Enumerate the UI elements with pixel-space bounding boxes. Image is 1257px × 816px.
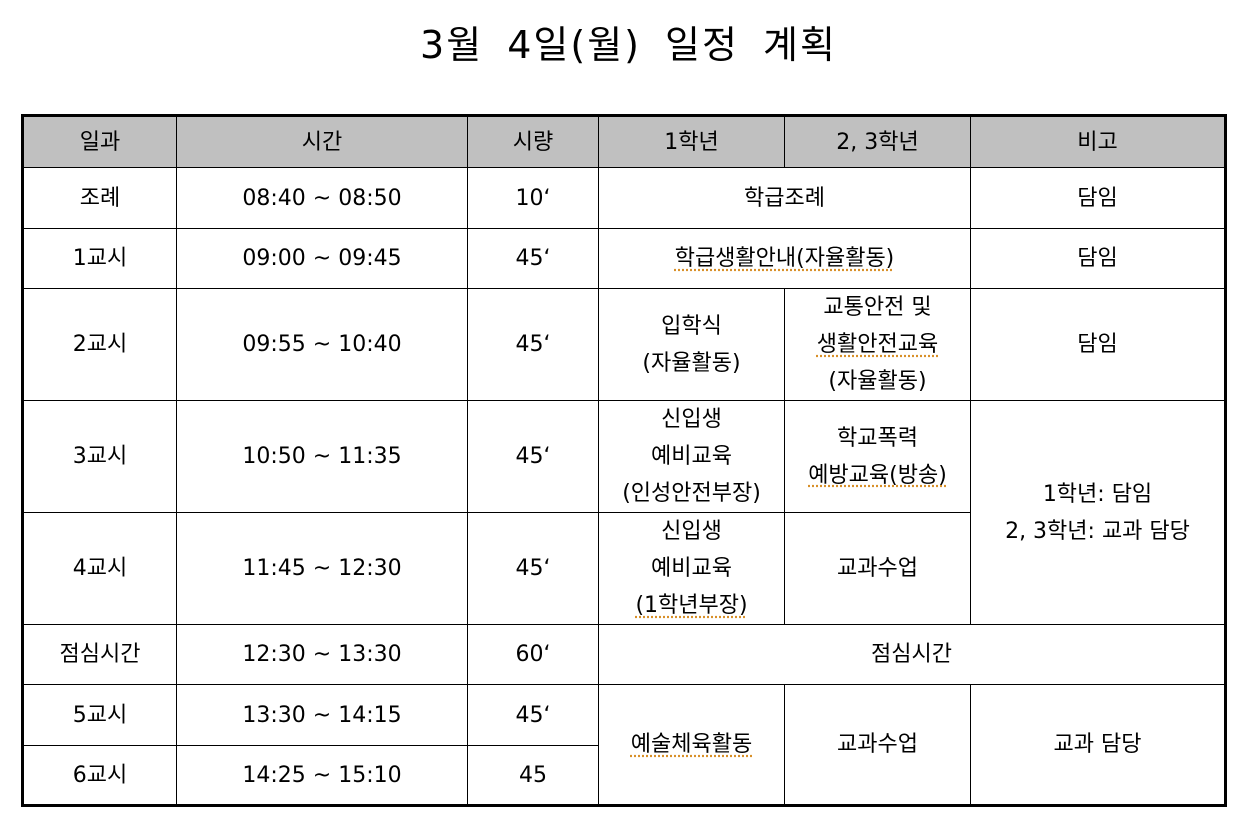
- line: (자율활동): [642, 350, 741, 376]
- period-cell: 3교시: [22, 400, 177, 513]
- table-row: 6교시 14:25 ~ 15:10 45: [22, 745, 1226, 806]
- header-cell: 1학년: [598, 115, 785, 168]
- grade23-cell: 교과수업: [784, 512, 971, 625]
- period-cell: 5교시: [22, 684, 177, 746]
- table-header-row: 일과 시간 시량 1학년 2, 3학년 비고: [22, 115, 1226, 168]
- minutes-cell: 45‘: [467, 400, 599, 513]
- line: 학교폭력: [837, 425, 918, 451]
- time-cell: 09:55 ~ 10:40: [176, 288, 468, 401]
- table-row: 5교시 13:30 ~ 14:15 45‘ 예술체육활동 교과수업 교과 담당: [22, 684, 1226, 806]
- grade1-cell: 신입생 예비교육 (1학년부장): [598, 512, 785, 625]
- note-cell: 담임: [970, 228, 1226, 289]
- line: (자율활동): [828, 369, 927, 394]
- grade23-cell: 교과수업: [784, 684, 971, 806]
- period-cell: 4교시: [22, 512, 177, 625]
- grade23-cell: 교통안전 및 생활안전교육 (자율활동): [784, 288, 971, 401]
- period-cell: 2교시: [22, 288, 177, 401]
- minutes-cell: 45: [467, 745, 599, 806]
- line: 신입생: [661, 519, 722, 544]
- line: 예비교육: [651, 444, 732, 469]
- minutes-cell: 45‘: [467, 288, 599, 401]
- table-row: 1교시 09:00 ~ 09:45 45‘ 학급생활안내(자율활동) 담임: [22, 228, 1226, 289]
- minutes-cell: 45‘: [467, 228, 599, 289]
- line: 예비교육: [651, 556, 732, 581]
- line: 교통안전 및: [823, 295, 932, 320]
- header-cell: 2, 3학년: [784, 115, 971, 168]
- line: (인성안전부장): [622, 481, 761, 506]
- line: 예방교육(방송): [808, 462, 947, 488]
- time-cell: 12:30 ~ 13:30: [176, 624, 468, 685]
- time-cell: 14:25 ~ 15:10: [176, 745, 468, 806]
- line: 입학식: [661, 313, 722, 339]
- line: 생활안전교육: [816, 332, 939, 357]
- note-cell: 교과 담당: [970, 684, 1226, 806]
- grade1-cell: 신입생 예비교육 (인성안전부장): [598, 400, 785, 513]
- minutes-cell: 45‘: [467, 684, 599, 746]
- activity-cell: 학급생활안내(자율활동): [598, 228, 971, 289]
- minutes-cell: 60‘: [467, 624, 599, 685]
- line: (1학년부장): [635, 593, 748, 618]
- note-cell: 담임: [970, 288, 1226, 401]
- table-row: 조례 08:40 ~ 08:50 10‘ 학급조례 담임: [22, 167, 1226, 229]
- line: 신입생: [661, 407, 722, 432]
- grade1-cell: 입학식 (자율활동): [598, 288, 785, 401]
- note-cell: 1학년: 담임 2, 3학년: 교과 담당: [970, 400, 1226, 625]
- header-cell: 시간: [176, 115, 468, 168]
- table-row: 3교시 10:50 ~ 11:35 45‘ 신입생 예비교육 (인성안전부장) …: [22, 400, 1226, 625]
- minutes-cell: 45‘: [467, 512, 599, 625]
- period-cell: 점심시간: [22, 624, 177, 685]
- period-cell: 조례: [22, 167, 177, 229]
- header-cell: 비고: [970, 115, 1226, 168]
- time-cell: 11:45 ~ 12:30: [176, 512, 468, 625]
- activity-text: 예술체육활동: [630, 732, 753, 757]
- header-cell: 시량: [467, 115, 599, 168]
- period-cell: 6교시: [22, 745, 177, 806]
- time-cell: 13:30 ~ 14:15: [176, 684, 468, 746]
- table-row: 2교시 09:55 ~ 10:40 45‘ 입학식 (자율활동) 교통안전 및 …: [22, 288, 1226, 401]
- grade1-cell: 예술체육활동: [598, 684, 785, 806]
- table-row: 점심시간 12:30 ~ 13:30 60‘ 점심시간: [22, 624, 1226, 685]
- note-cell: 담임: [970, 167, 1226, 229]
- grade23-cell: 학교폭력 예방교육(방송): [784, 400, 971, 513]
- header-cell: 일과: [22, 115, 177, 168]
- schedule-table: 일과 시간 시량 1학년 2, 3학년 비고 조례 08:40 ~ 08:50 …: [21, 114, 1227, 807]
- activity-text: 학급생활안내(자율활동): [674, 246, 895, 271]
- time-cell: 10:50 ~ 11:35: [176, 400, 468, 513]
- time-cell: 09:00 ~ 09:45: [176, 228, 468, 289]
- page-title: 3월 4일(월) 일정 계획: [420, 23, 837, 67]
- line: 2, 3학년: 교과 담당: [1005, 518, 1190, 544]
- time-cell: 08:40 ~ 08:50: [176, 167, 468, 229]
- activity-cell: 학급조례: [598, 167, 971, 229]
- minutes-cell: 10‘: [467, 167, 599, 229]
- activity-cell: 점심시간: [598, 624, 1226, 685]
- line: 1학년: 담임: [1042, 481, 1153, 507]
- period-cell: 1교시: [22, 228, 177, 289]
